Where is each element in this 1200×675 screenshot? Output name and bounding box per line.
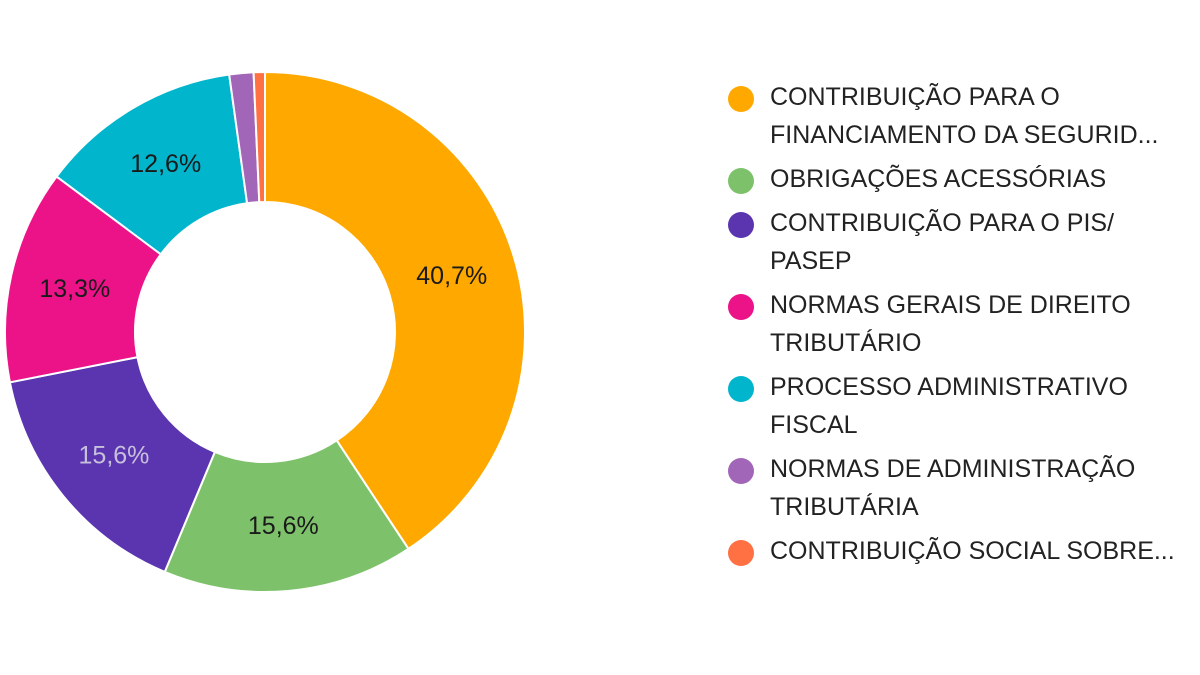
legend-label: NORMAS DE ADMINISTRAÇÃO TRIBUTÁRIA — [770, 455, 1136, 521]
slice-value-label-4: 13,3% — [39, 275, 110, 303]
legend-item-2: OBRIGAÇÕES ACESSÓRIAS — [728, 160, 1193, 198]
chart-legend: CONTRIBUIÇÃO PARA O FINANCIAMENTO DA SEG… — [728, 78, 1193, 576]
legend-item-4: NORMAS GERAIS DE DIREITO TRIBUTÁRIO — [728, 286, 1193, 362]
legend-label: CONTRIBUIÇÃO SOCIAL SOBRE... — [770, 537, 1175, 565]
legend-item-5: PROCESSO ADMINISTRATIVO FISCAL — [728, 368, 1193, 444]
slice-value-label-1: 40,7% — [416, 262, 487, 290]
slice-value-label-2: 15,6% — [248, 512, 319, 540]
legend-label: NORMAS GERAIS DE DIREITO TRIBUTÁRIO — [770, 291, 1131, 357]
legend-item-3: CONTRIBUIÇÃO PARA O PIS/ PASEP — [728, 204, 1193, 280]
donut-slice-5 — [55, 73, 249, 256]
donut-slice-3 — [8, 355, 217, 574]
donut-slice-2 — [163, 439, 410, 593]
donut-slice-1 — [264, 70, 526, 551]
legend-swatch-icon — [728, 376, 754, 402]
donut-chart: 40,7% 15,6% 15,6% 13,3% 12,6% — [4, 70, 526, 593]
legend-item-1: CONTRIBUIÇÃO PARA O FINANCIAMENTO DA SEG… — [728, 78, 1193, 154]
legend-swatch-icon — [728, 294, 754, 320]
donut-slice-4 — [4, 175, 163, 384]
legend-swatch-icon — [728, 540, 754, 566]
slice-value-label-5: 12,6% — [130, 150, 201, 178]
legend-swatch-icon — [728, 212, 754, 238]
slice-value-label-3: 15,6% — [79, 441, 150, 469]
legend-label: PROCESSO ADMINISTRATIVO FISCAL — [770, 373, 1128, 439]
donut-slice-7 — [252, 70, 266, 204]
legend-label: CONTRIBUIÇÃO PARA O FINANCIAMENTO DA SEG… — [770, 83, 1159, 149]
legend-swatch-icon — [728, 86, 754, 112]
legend-item-7: CONTRIBUIÇÃO SOCIAL SOBRE... — [728, 532, 1193, 570]
legend-swatch-icon — [728, 458, 754, 484]
legend-item-6: NORMAS DE ADMINISTRAÇÃO TRIBUTÁRIA — [728, 450, 1193, 526]
legend-label: OBRIGAÇÕES ACESSÓRIAS — [770, 165, 1107, 193]
legend-label: CONTRIBUIÇÃO PARA O PIS/ PASEP — [770, 209, 1115, 275]
legend-swatch-icon — [728, 168, 754, 194]
